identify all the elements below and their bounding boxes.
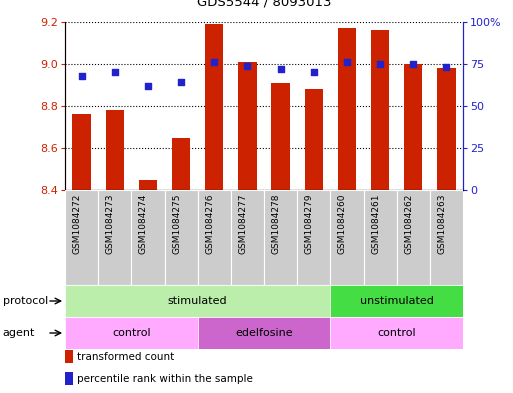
Text: GSM1084261: GSM1084261 bbox=[371, 194, 380, 254]
Point bbox=[210, 59, 219, 66]
Text: edelfosine: edelfosine bbox=[235, 328, 293, 338]
Text: unstimulated: unstimulated bbox=[360, 296, 433, 306]
Text: GSM1084278: GSM1084278 bbox=[271, 194, 281, 254]
Bar bbox=[72, 114, 91, 190]
Bar bbox=[231, 190, 264, 285]
Point bbox=[376, 61, 384, 67]
Bar bbox=[330, 317, 463, 349]
Bar bbox=[239, 62, 256, 190]
Text: GSM1084263: GSM1084263 bbox=[438, 194, 446, 254]
Point bbox=[111, 69, 119, 75]
Text: protocol: protocol bbox=[3, 296, 48, 306]
Bar bbox=[65, 317, 198, 349]
Point bbox=[343, 59, 351, 66]
Text: agent: agent bbox=[3, 328, 35, 338]
Bar bbox=[330, 190, 364, 285]
Text: GDS5544 / 8093013: GDS5544 / 8093013 bbox=[197, 0, 331, 9]
Bar bbox=[65, 350, 73, 363]
Bar bbox=[404, 64, 422, 190]
Text: GSM1084273: GSM1084273 bbox=[106, 194, 115, 254]
Bar bbox=[106, 110, 124, 190]
Bar bbox=[364, 190, 397, 285]
Bar bbox=[264, 190, 297, 285]
Bar bbox=[165, 190, 198, 285]
Point bbox=[177, 79, 185, 86]
Point bbox=[277, 66, 285, 72]
Bar bbox=[198, 317, 330, 349]
Bar bbox=[338, 28, 356, 190]
Point bbox=[442, 64, 450, 70]
Point bbox=[243, 62, 251, 69]
Text: GSM1084274: GSM1084274 bbox=[139, 194, 148, 254]
Bar bbox=[65, 285, 330, 317]
Point bbox=[144, 83, 152, 89]
Text: percentile rank within the sample: percentile rank within the sample bbox=[76, 374, 252, 384]
Bar bbox=[198, 190, 231, 285]
Text: control: control bbox=[112, 328, 151, 338]
Point bbox=[310, 69, 318, 75]
Bar bbox=[65, 190, 98, 285]
Bar bbox=[297, 190, 330, 285]
Text: GSM1084262: GSM1084262 bbox=[404, 194, 413, 254]
Bar bbox=[271, 83, 290, 190]
Bar bbox=[172, 138, 190, 190]
Text: GSM1084279: GSM1084279 bbox=[305, 194, 314, 254]
Text: control: control bbox=[378, 328, 416, 338]
Bar bbox=[397, 190, 430, 285]
Text: GSM1084272: GSM1084272 bbox=[72, 194, 82, 254]
Point bbox=[77, 73, 86, 79]
Text: GSM1084276: GSM1084276 bbox=[205, 194, 214, 254]
Bar bbox=[430, 190, 463, 285]
Bar bbox=[205, 24, 223, 190]
Bar bbox=[330, 285, 463, 317]
Text: stimulated: stimulated bbox=[168, 296, 227, 306]
Text: GSM1084275: GSM1084275 bbox=[172, 194, 181, 254]
Text: GSM1084260: GSM1084260 bbox=[338, 194, 347, 254]
Bar bbox=[65, 372, 73, 385]
Bar bbox=[371, 30, 389, 190]
Bar bbox=[305, 89, 323, 190]
Bar bbox=[131, 190, 165, 285]
Text: GSM1084277: GSM1084277 bbox=[239, 194, 247, 254]
Point bbox=[409, 61, 418, 67]
Bar bbox=[98, 190, 131, 285]
Bar bbox=[437, 68, 456, 190]
Text: transformed count: transformed count bbox=[76, 352, 174, 362]
Bar bbox=[139, 180, 157, 190]
